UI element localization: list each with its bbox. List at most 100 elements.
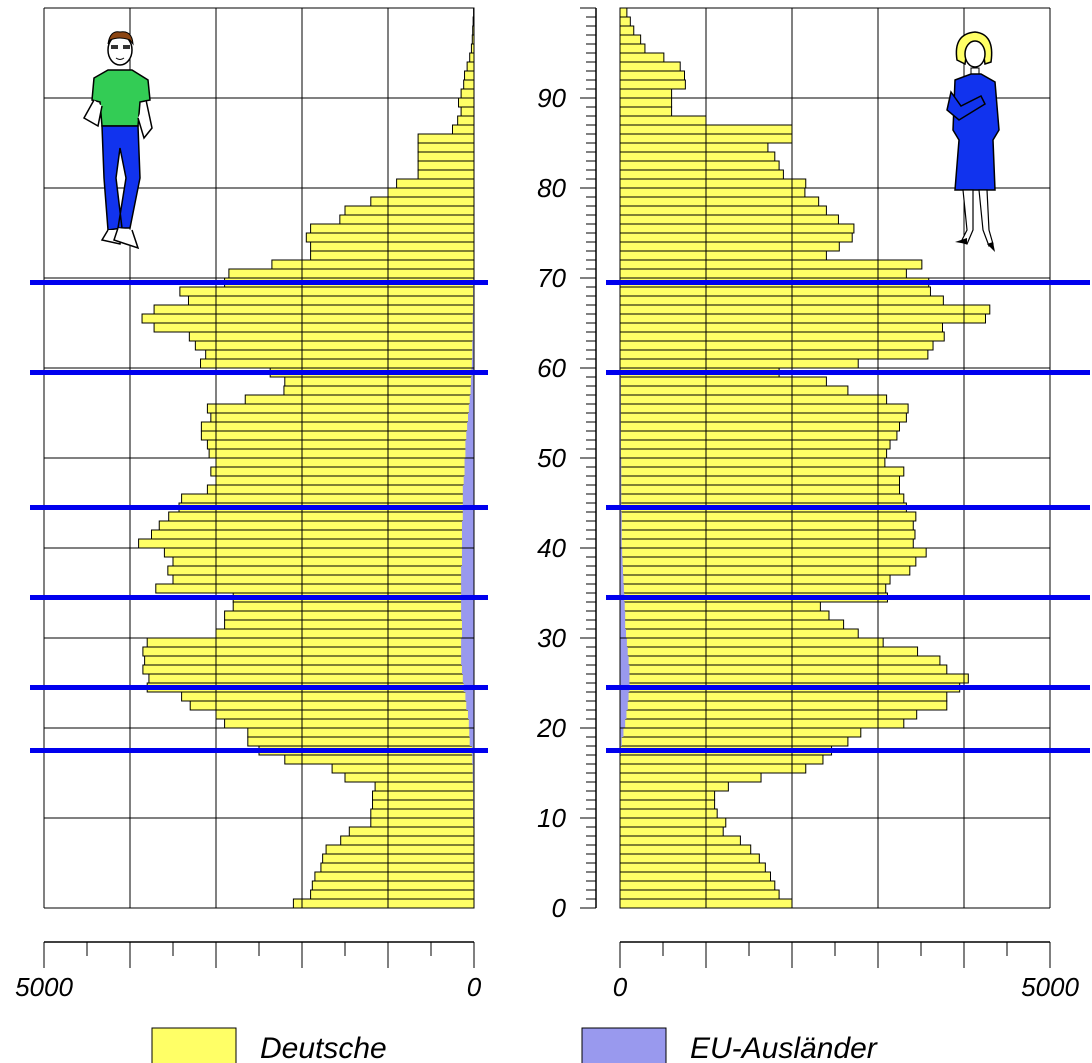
male-german-bar-age-85 xyxy=(417,133,475,144)
male-german-bar-age-36 xyxy=(172,574,475,585)
female-german-bar-age-97 xyxy=(619,25,635,36)
male-eu-bar-age-61 xyxy=(472,350,474,359)
female-german-bar-age-66 xyxy=(619,304,991,315)
male-german-bar-age-70 xyxy=(228,268,475,279)
female-german-bar-age-23 xyxy=(619,691,948,702)
male-eu-bar-age-40 xyxy=(461,539,474,548)
female-german-bar-age-99 xyxy=(619,7,628,18)
female-german-bar-age-28 xyxy=(619,646,919,657)
male-german-bar-age-46 xyxy=(206,484,475,495)
left-x-tick-label-zero: 0 xyxy=(467,972,482,1002)
male-german-bar-age-73 xyxy=(310,241,475,252)
female-german-bar-age-41 xyxy=(619,529,916,540)
female-eu-bar-age-23 xyxy=(620,692,629,701)
female-eu-bar-age-27 xyxy=(620,656,629,665)
female-eu-bar-age-39 xyxy=(620,548,623,557)
female-german-bar-age-79 xyxy=(619,187,806,198)
grid-lines xyxy=(43,7,1051,909)
axes: 0 10 20 30 40 50 60 70 80 90 5000 0 0 5000 xyxy=(15,7,1079,1002)
age-tick-label: 40 xyxy=(537,533,566,563)
male-german-bar-age-91 xyxy=(463,79,475,90)
female-german-bar-age-90 xyxy=(619,88,673,99)
male-eu-bar-age-65 xyxy=(472,314,474,323)
female-german-bar-age-88 xyxy=(619,106,673,117)
male-german-bar-age-51 xyxy=(206,439,475,450)
female-eu-bar-age-20 xyxy=(620,719,626,728)
male-german-bar-age-84 xyxy=(417,142,475,153)
male-eu-bar-age-51 xyxy=(465,440,474,449)
female-eu-bar-age-48 xyxy=(620,467,622,476)
male-german-bar-age-90 xyxy=(460,88,475,99)
male-eu-bar-age-58 xyxy=(470,377,474,386)
female-german-bar-age-36 xyxy=(619,574,891,585)
male-german-bar-age-28 xyxy=(142,646,475,657)
male-german-bar-age-3 xyxy=(314,871,475,882)
female-german-bar-age-73 xyxy=(619,241,840,252)
male-german-bar-age-76 xyxy=(339,214,475,225)
male-bars xyxy=(138,7,475,909)
female-german-bar-age-42 xyxy=(619,520,914,531)
female-german-bar-age-19 xyxy=(619,727,862,738)
male-german-bar-age-83 xyxy=(417,151,475,162)
male-german-bar-age-68 xyxy=(179,286,475,297)
female-german-bar-age-57 xyxy=(619,385,849,396)
female-german-bar-age-31 xyxy=(619,619,845,630)
female-german-bar-age-21 xyxy=(619,709,918,720)
female-eu-bar-age-41 xyxy=(620,530,622,539)
male-eu-bar-age-33 xyxy=(461,602,474,611)
male-german-bar-age-8 xyxy=(348,826,475,837)
male-german-bar-age-42 xyxy=(158,520,475,531)
male-german-bar-age-41 xyxy=(151,529,475,540)
male-eu-bar-age-48 xyxy=(464,467,474,476)
male-eu-bar-age-29 xyxy=(461,638,474,647)
female-german-bar-age-6 xyxy=(619,844,752,855)
male-german-bar-age-21 xyxy=(215,709,475,720)
age-tick-label: 10 xyxy=(537,803,566,833)
male-eu-bar-age-60 xyxy=(471,359,474,368)
female-german-bar-age-76 xyxy=(619,214,839,225)
female-german-bar-age-96 xyxy=(619,34,642,45)
male-german-bar-age-23 xyxy=(181,691,475,702)
male-german-bar-age-45 xyxy=(181,493,475,504)
male-eu-bar-age-64 xyxy=(472,323,474,332)
female-eu-bar-age-28 xyxy=(620,647,628,656)
male-eu-bar-age-27 xyxy=(461,656,474,665)
female-eu-bar-age-46 xyxy=(620,485,622,494)
female-german-bar-age-12 xyxy=(619,790,716,801)
female-german-bar-age-64 xyxy=(619,322,943,333)
female-german-bar-age-78 xyxy=(619,196,820,207)
male-eu-bar-age-30 xyxy=(461,629,474,638)
female-german-bar-age-83 xyxy=(619,151,776,162)
female-german-bar-age-50 xyxy=(619,448,888,459)
male-german-bar-age-81 xyxy=(417,169,475,180)
female-eu-bar-age-31 xyxy=(620,620,626,629)
female-german-bar-age-84 xyxy=(619,142,769,153)
female-german-bar-age-54 xyxy=(619,412,907,423)
male-eu-bar-age-52 xyxy=(466,431,474,440)
female-german-bar-age-93 xyxy=(619,61,681,72)
female-german-bar-age-94 xyxy=(619,52,665,63)
female-german-bar-age-45 xyxy=(619,493,905,504)
male-german-bar-age-30 xyxy=(215,628,475,639)
male-german-bar-age-75 xyxy=(310,223,475,234)
male-eu-bar-age-20 xyxy=(468,719,474,728)
male-eu-bar-age-37 xyxy=(461,566,474,575)
male-german-bar-age-10 xyxy=(370,808,475,819)
female-german-bar-age-46 xyxy=(619,484,900,495)
female-german-bar-age-61 xyxy=(619,349,929,360)
female-german-bar-age-35 xyxy=(619,583,887,594)
female-german-bar-age-67 xyxy=(619,295,944,306)
male-eu-bar-age-35 xyxy=(461,584,474,593)
male-eu-bar-age-28 xyxy=(461,647,474,656)
highlight-lines xyxy=(30,280,1090,753)
male-german-bar-age-94 xyxy=(469,52,475,63)
male-german-bar-age-55 xyxy=(206,403,475,414)
female-german-bar-age-1 xyxy=(619,889,780,900)
female-eu-bar-age-47 xyxy=(620,476,622,485)
male-eu-bar-age-56 xyxy=(469,395,474,404)
legend-swatch-deutsche xyxy=(151,1027,237,1063)
man-figure-icon xyxy=(82,31,153,250)
age-tick-label: 0 xyxy=(552,893,567,923)
female-german-bar-age-52 xyxy=(619,430,898,441)
male-german-bar-age-4 xyxy=(320,862,475,873)
